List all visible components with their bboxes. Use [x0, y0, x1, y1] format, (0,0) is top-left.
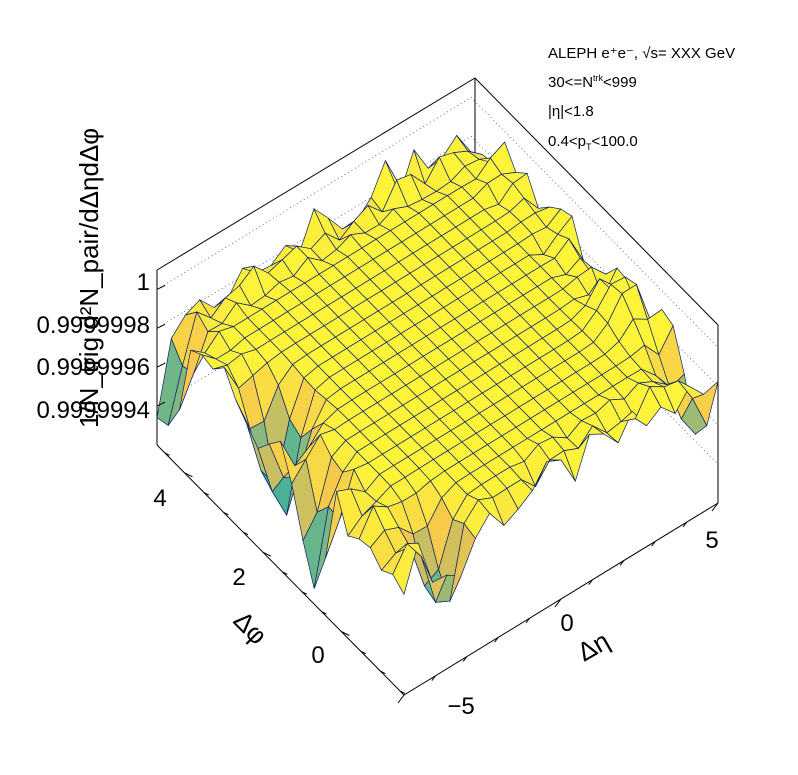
y-tick	[360, 650, 366, 655]
y-tick	[203, 492, 210, 496]
y-tick	[341, 631, 350, 636]
z-tick	[156, 401, 166, 407]
y-tick	[243, 531, 249, 536]
x-tick-label: −5	[447, 693, 474, 720]
z-tick	[156, 284, 166, 290]
z-tick-label: 0.9999998	[37, 312, 150, 339]
y-axis-label: Δφ	[228, 605, 273, 650]
x-tick-label: 5	[705, 527, 718, 554]
x-tick	[525, 617, 530, 624]
y-tick	[282, 571, 288, 575]
y-tick	[399, 690, 406, 694]
z-tick	[156, 362, 166, 368]
z-tick	[156, 323, 166, 329]
ntrk-cut-label: 30<=Ntrk<999	[548, 73, 637, 91]
y-tick-label: 4	[153, 485, 166, 512]
y-tick	[321, 611, 327, 615]
x-tick	[711, 502, 719, 512]
eta-cut-label: |η|<1.8	[548, 103, 594, 120]
axes	[156, 284, 719, 704]
z-gridline	[156, 135, 719, 387]
y-tick	[301, 591, 308, 595]
x-tick-label: 0	[560, 610, 573, 637]
y-tick	[223, 512, 229, 516]
y-tick-label: 0	[311, 642, 324, 669]
x-tick	[431, 675, 436, 681]
surface-mesh	[156, 134, 719, 604]
x-tick	[682, 521, 687, 528]
z-tick-label: 0.9999994	[37, 397, 150, 424]
y-tick	[380, 670, 386, 675]
z-tick-label: 1	[137, 269, 150, 296]
y-tick	[184, 472, 193, 478]
z-axis-label: 1/N_trig d²N_pair/dΔηdΔφ	[74, 128, 104, 428]
pt-cut-label: 0.4<pT<100.0	[548, 133, 638, 152]
x-tick	[397, 694, 405, 704]
x-tick	[554, 598, 562, 608]
y-tick	[164, 452, 170, 456]
x-tick	[462, 656, 468, 662]
y-tick-label: 2	[232, 564, 245, 591]
experiment-label: ALEPH e⁺e⁻, √s= XXX GeV	[548, 45, 736, 62]
y-tick	[262, 551, 272, 557]
z-tick-label: 0.9999996	[37, 354, 150, 381]
x-tick	[588, 579, 593, 585]
x-tick	[494, 637, 499, 643]
x-tick	[651, 541, 656, 547]
z-gridline	[156, 96, 719, 348]
x-tick	[619, 560, 625, 566]
surface-cell	[692, 380, 719, 427]
x-axis-label: Δη	[572, 625, 615, 667]
